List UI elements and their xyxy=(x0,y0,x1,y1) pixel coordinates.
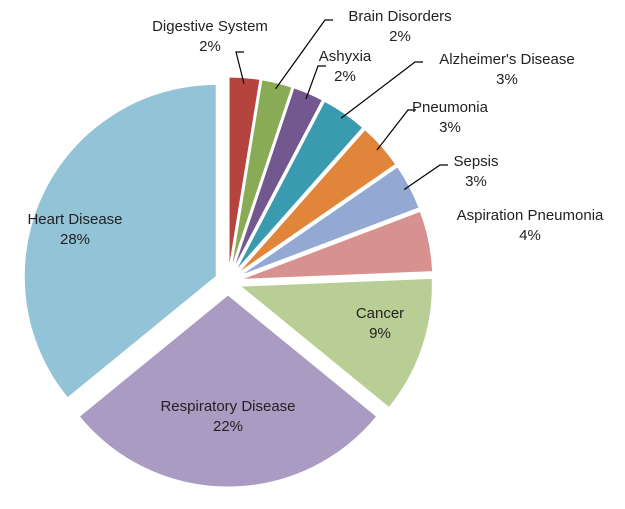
slice-value-label: 4% xyxy=(519,227,541,244)
leader-line xyxy=(403,164,448,191)
slice-label: Heart Disease xyxy=(27,211,122,228)
slice-label: Sepsis xyxy=(453,153,498,170)
slice-value-label: 2% xyxy=(389,28,411,45)
pie-slice xyxy=(228,76,261,270)
slice-label: Aspiration Pneumonia xyxy=(457,207,604,224)
pie-slice xyxy=(238,277,433,409)
pie-slice xyxy=(234,100,364,272)
slice-label: Respiratory Disease xyxy=(160,398,295,415)
slice-label: Cancer xyxy=(356,305,404,322)
leader-line xyxy=(376,109,416,151)
pie-slice xyxy=(237,128,397,274)
slice-value-label: 22% xyxy=(213,418,243,435)
pie-slice xyxy=(240,210,434,280)
slice-value-label: 28% xyxy=(60,231,90,248)
slice-value-label: 3% xyxy=(496,71,518,88)
slice-value-label: 3% xyxy=(439,119,461,136)
slice-label: Ashyxia xyxy=(319,48,372,65)
leader-line xyxy=(235,51,245,84)
slice-label: Brain Disorders xyxy=(348,8,451,25)
slice-value-label: 9% xyxy=(369,325,391,342)
slice-value-label: 2% xyxy=(199,38,221,55)
leader-line xyxy=(305,65,326,100)
slice-value-label: 3% xyxy=(465,173,487,190)
slice-value-label: 2% xyxy=(334,68,356,85)
pie-slice xyxy=(23,83,217,399)
pie-slice xyxy=(78,294,378,488)
leader-line xyxy=(275,19,333,90)
pie-slice xyxy=(230,79,293,270)
leader-line xyxy=(340,61,423,119)
slice-label: Digestive System xyxy=(152,18,268,35)
slice-label: Pneumonia xyxy=(412,99,489,116)
slice-label: Alzheimer's Disease xyxy=(439,51,574,68)
pie-slice xyxy=(239,166,420,277)
